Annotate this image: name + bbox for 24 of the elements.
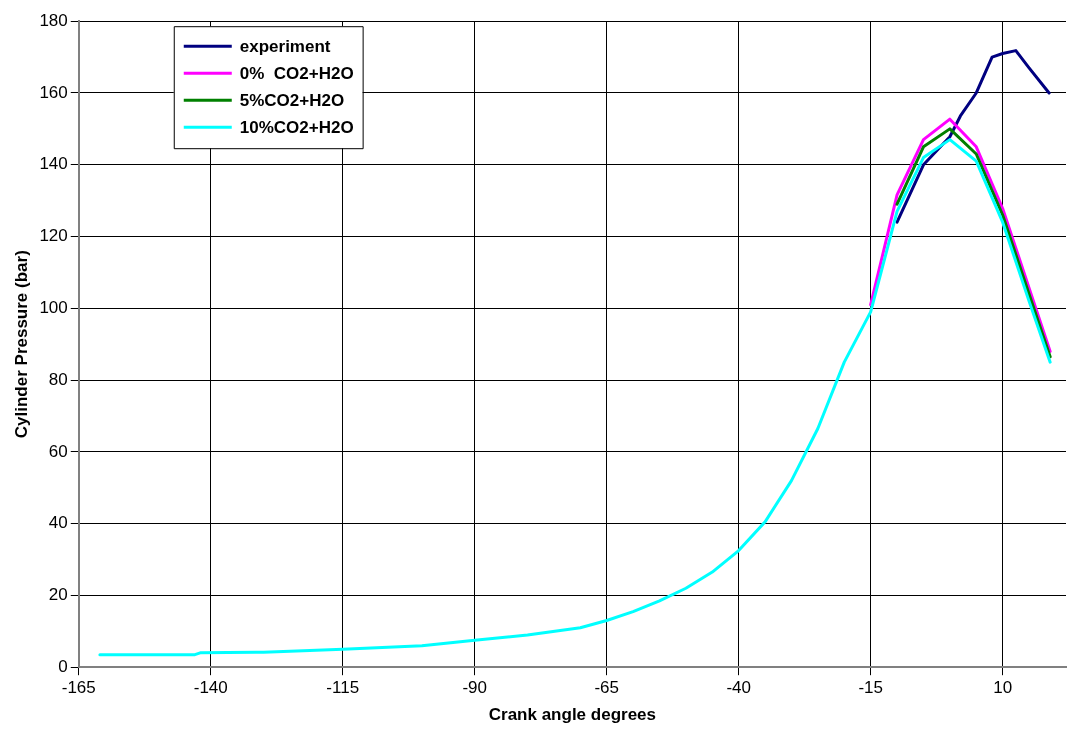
x-tick-label: 10 — [993, 678, 1013, 698]
legend-label: experiment — [239, 36, 331, 56]
y-tick-label: 40 — [48, 513, 68, 533]
y-tick-label: 0 — [58, 656, 68, 676]
y-tick-label: 180 — [39, 10, 68, 30]
x-tick-label: -15 — [858, 678, 883, 698]
legend-label: 10%CO2+H2O — [239, 117, 354, 137]
y-tick-label: 100 — [39, 298, 68, 317]
x-axis-title: Crank angle degrees — [488, 705, 657, 725]
x-tick-label: -115 — [326, 678, 360, 698]
y-axis-title: Cylinder Pressure (bar) — [11, 250, 31, 439]
y-tick-label: 120 — [39, 226, 68, 246]
y-tick-label: 80 — [48, 369, 68, 389]
legend-label: 5%CO2+H2O — [239, 90, 345, 110]
legend-label: 0% CO2+H2O — [239, 63, 354, 83]
x-tick-label: -90 — [462, 678, 487, 698]
y-tick-label: 160 — [39, 82, 68, 102]
x-tick-label: -165 — [61, 678, 96, 698]
x-tick-label: -140 — [193, 678, 228, 698]
y-tick-label: 60 — [48, 441, 68, 461]
y-tick-label: 140 — [39, 154, 68, 174]
x-tick-label: -65 — [594, 678, 619, 698]
y-tick-label: 20 — [48, 585, 68, 605]
x-tick-label: -40 — [726, 678, 751, 698]
